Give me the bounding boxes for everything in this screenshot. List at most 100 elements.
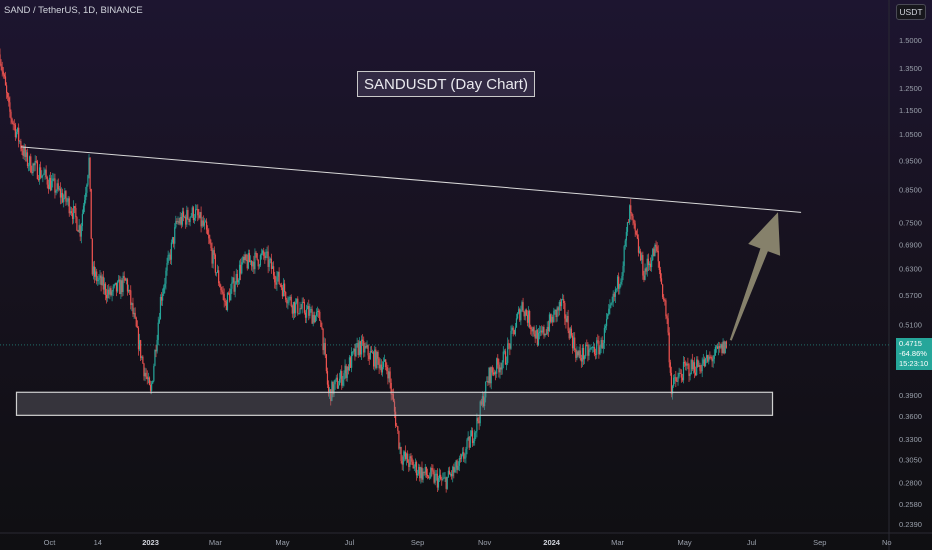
candle-body [357,343,359,356]
x-tick-label: Nov [478,538,492,547]
candle-body [232,277,234,283]
candle-body [302,301,304,303]
candle-body [214,254,216,273]
candle-body [418,467,420,474]
candle-body [633,219,635,224]
candle-body [287,302,289,304]
candle-body [623,246,625,266]
candle-body [344,365,346,374]
candle-body [674,377,676,379]
candle-body [208,234,210,239]
candle-body [156,339,158,352]
candle-body [34,160,36,166]
candle-body [711,357,713,362]
candle-body [530,327,532,330]
candle-body [358,341,360,356]
candle-body [415,462,418,476]
candle-body [630,205,632,214]
candle-body [307,305,309,310]
candle-body [576,351,578,358]
candle-body [351,352,353,368]
candle-body [708,356,710,362]
candle-body [596,340,598,355]
candle-body [371,352,374,354]
candle-body [55,191,57,193]
candle-body [209,238,211,244]
candle-body [288,297,290,303]
candle-body [438,474,441,478]
candle-body [401,460,403,465]
candle-body [13,123,15,125]
candle-body [197,209,199,216]
candle-body [460,454,463,459]
candle-body [329,389,331,394]
candle-body [364,346,366,353]
candle-body [19,141,21,143]
candle-body [220,287,222,291]
candle-body [65,191,67,202]
candle-body [431,467,433,471]
y-tick-label: 0.6300 [899,265,922,274]
candle-body [177,221,179,223]
candle-body [377,351,379,359]
candle-body [715,346,718,348]
candle-body [291,306,293,314]
candle-body [118,279,120,282]
candle-body [297,298,299,314]
candle-body [299,308,301,314]
candle-body [79,225,81,237]
candle-body [525,309,527,316]
candle-body [315,311,318,316]
symbol-header[interactable]: SAND / TetherUS, 1D, BINANCE [4,5,143,16]
axes: 1.5000 1.3500 1.2500 1.1500 1.0500 0.9500 0.85… [44,36,922,547]
candle-body [168,254,170,256]
candle-body [204,221,207,223]
candle-body [555,309,557,318]
overlays [0,146,889,416]
candle-body [122,275,124,293]
candle-body [226,292,229,311]
candle-body [33,163,35,166]
candle-body [347,366,349,371]
candle-body [269,258,271,261]
candle-body [341,371,343,386]
candle-body [522,302,524,312]
candle-body [458,458,460,466]
candle-body [440,474,442,480]
candle-body [624,240,626,247]
candle-body [98,278,100,280]
chart-annotation-title[interactable]: SANDUSDT (Day Chart) [357,71,535,97]
candle-body [100,275,102,286]
candle-body [447,470,449,477]
candle-body [444,477,446,479]
candle-body [293,302,296,314]
candle-body [340,371,342,379]
candle-body [257,259,259,267]
candle-body [694,372,697,376]
candle-body [343,373,345,380]
candle-body [70,211,73,214]
candle-body [227,292,230,294]
candle-body [705,355,708,359]
support-zone [15,391,774,416]
candle-body [542,326,544,333]
candle-body [29,156,31,166]
candle-body [709,356,711,358]
candle-body [184,216,186,218]
candle-body [95,271,97,277]
currency-badge[interactable]: USDT [896,4,926,20]
candle-body [508,343,510,345]
candle-body [200,212,202,227]
candle-body [378,358,380,369]
candle-body [390,382,392,395]
candle-body [557,307,559,311]
candle-body [404,451,407,459]
candle-body [101,276,103,286]
candle-body [359,341,362,355]
candle-body [308,305,310,316]
candle-body [271,266,274,269]
candle-body [345,365,347,378]
